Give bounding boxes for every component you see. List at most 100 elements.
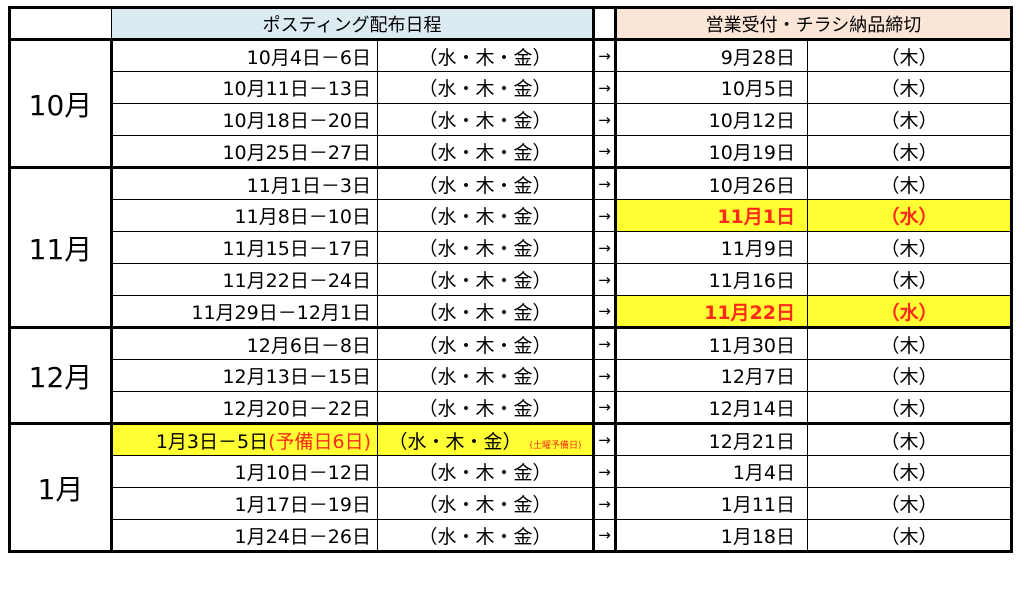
schedule-row: 1月 1月3日－5日(予備日6日) （水・木・金） (土曜予備日) → 12月21日 （木） bbox=[9, 423, 1012, 553]
deadline-date: 12月14日 bbox=[615, 391, 808, 425]
posting-range: 10月4日－6日 bbox=[111, 39, 378, 72]
schedule-row: 12月 12月6日－8日 （水・木・金） → 11月30日 （木） bbox=[9, 327, 1012, 425]
schedule-row: 1月17日－19日 （水・木・金） → 1月11日 （木） bbox=[10, 487, 1012, 520]
schedule-row: 11月 11月1日－3日 （水・木・金） → 10月26日 （木） bbox=[9, 167, 1012, 329]
deadline-weekday: （木） bbox=[807, 39, 1012, 72]
posting-weekdays: （水・木・金） (土曜予備日) bbox=[377, 423, 594, 456]
month-label: 12月 bbox=[9, 327, 113, 425]
posting-range: 1月24日－26日 bbox=[111, 519, 378, 553]
deadline-weekday: （木） bbox=[807, 455, 1012, 488]
schedule-row: 11月8日－10日 （水・木・金） → 11月1日 （水） bbox=[10, 199, 1012, 232]
posting-weekdays: （水・木・金） bbox=[377, 391, 594, 425]
month-label: 11月 bbox=[9, 167, 113, 329]
header-deadline: 営業受付・チラシ納品締切 bbox=[615, 6, 1012, 41]
deadline-weekday: （木） bbox=[807, 327, 1012, 360]
posting-weekdays: （水・木・金） bbox=[377, 103, 594, 136]
schedule-row: 11月22日－24日 （水・木・金） → 11月16日 （木） bbox=[10, 263, 1012, 296]
posting-weekdays-text: （水・木・金） bbox=[418, 78, 552, 100]
arrow-icon: → bbox=[592, 423, 617, 456]
deadline-date: 11月1日 bbox=[615, 199, 808, 232]
header-corner bbox=[9, 6, 112, 41]
deadline-weekday: （木） bbox=[807, 103, 1012, 136]
posting-weekdays-text: （水・木・金） bbox=[418, 238, 552, 260]
schedule-row: 12月20日－22日 （水・木・金） → 12月14日 （木） bbox=[10, 391, 1012, 425]
deadline-date: 1月11日 bbox=[615, 487, 808, 520]
posting-range: 1月3日－5日(予備日6日) bbox=[111, 423, 378, 456]
deadline-weekday: （木） bbox=[807, 167, 1012, 200]
posting-range-text: 11月15日－17日 bbox=[222, 238, 371, 260]
reserve-day-note: (予備日6日) bbox=[268, 430, 371, 453]
schedule-row: 11月29日－12月1日 （水・木・金） → 11月22日 （水） bbox=[10, 295, 1012, 329]
month-label: 10月 bbox=[9, 39, 113, 169]
arrow-icon: → bbox=[592, 519, 617, 553]
arrow-icon: → bbox=[592, 263, 617, 296]
saturday-reserve-note: (土曜予備日) bbox=[529, 440, 582, 451]
posting-weekdays-text: （水・木・金） bbox=[418, 141, 552, 164]
arrow-icon: → bbox=[592, 135, 617, 169]
posting-weekdays-text: （水・木・金） bbox=[418, 366, 552, 388]
posting-range: 12月6日－8日 bbox=[111, 327, 378, 360]
deadline-weekday: （木） bbox=[807, 231, 1012, 264]
posting-weekdays-text: （水・木・金） bbox=[418, 334, 552, 357]
schedule-row: 1月10日－12日 （水・木・金） → 1月4日 （木） bbox=[10, 455, 1012, 488]
posting-range: 1月17日－19日 bbox=[111, 487, 378, 520]
posting-range-text: 1月24日－26日 bbox=[234, 525, 371, 548]
schedule-row: 10月18日－20日 （水・木・金） → 10月12日 （木） bbox=[10, 103, 1012, 136]
posting-weekdays-text: （水・木・金） bbox=[418, 397, 552, 420]
posting-weekdays: （水・木・金） bbox=[377, 327, 594, 360]
deadline-weekday: （木） bbox=[807, 359, 1012, 392]
posting-range: 10月25日－27日 bbox=[111, 135, 378, 169]
arrow-icon: → bbox=[592, 327, 617, 360]
header-arrow-spacer bbox=[592, 6, 617, 41]
posting-range-text: 11月8日－10日 bbox=[234, 206, 371, 228]
arrow-icon: → bbox=[592, 103, 617, 136]
posting-range-text: 1月17日－19日 bbox=[234, 494, 371, 516]
posting-range-text: 12月13日－15日 bbox=[222, 366, 371, 388]
posting-range-text: 11月1日－3日 bbox=[246, 174, 371, 197]
deadline-weekday: （木） bbox=[807, 71, 1012, 104]
deadline-weekday: （木） bbox=[807, 487, 1012, 520]
posting-range-text: 10月25日－27日 bbox=[222, 141, 371, 164]
deadline-weekday: （木） bbox=[807, 135, 1012, 169]
posting-range: 12月13日－15日 bbox=[111, 359, 378, 392]
deadline-weekday: （木） bbox=[807, 391, 1012, 425]
schedule-row: 12月13日－15日 （水・木・金） → 12月7日 （木） bbox=[10, 359, 1012, 392]
posting-weekdays: （水・木・金） bbox=[377, 455, 594, 488]
deadline-weekday: （水） bbox=[807, 295, 1012, 329]
schedule-body: 10月 10月4日－6日 （水・木・金） → 9月28日 （木） 10月11日－13日 （水・… bbox=[9, 39, 1012, 553]
header-row: ポスティング配布日程 営業受付・チラシ納品締切 bbox=[9, 6, 1012, 41]
posting-weekdays: （水・木・金） bbox=[377, 487, 594, 520]
deadline-weekday: （木） bbox=[807, 519, 1012, 553]
arrow-icon: → bbox=[592, 295, 617, 329]
posting-range: 1月10日－12日 bbox=[111, 455, 378, 488]
posting-weekdays: （水・木・金） bbox=[377, 167, 594, 200]
schedule-row: 10月 10月4日－6日 （水・木・金） → 9月28日 （木） bbox=[9, 39, 1012, 169]
deadline-date: 10月19日 bbox=[615, 135, 808, 169]
deadline-date: 1月18日 bbox=[615, 519, 808, 553]
posting-range-text: 10月18日－20日 bbox=[222, 110, 371, 132]
posting-weekdays: （水・木・金） bbox=[377, 135, 594, 169]
deadline-date: 11月16日 bbox=[615, 263, 808, 296]
posting-range: 11月22日－24日 bbox=[111, 263, 378, 296]
posting-weekdays-text: （水・木・金） bbox=[418, 270, 552, 292]
deadline-date: 10月5日 bbox=[615, 71, 808, 104]
arrow-icon: → bbox=[592, 199, 617, 232]
arrow-icon: → bbox=[592, 71, 617, 104]
schedule-row: 10月11日－13日 （水・木・金） → 10月5日 （木） bbox=[10, 71, 1012, 104]
posting-weekdays: （水・木・金） bbox=[377, 295, 594, 329]
arrow-icon: → bbox=[592, 487, 617, 520]
posting-weekdays: （水・木・金） bbox=[377, 519, 594, 553]
posting-weekdays-text: （水・木・金） bbox=[418, 110, 552, 132]
deadline-date: 1月4日 bbox=[615, 455, 808, 488]
posting-range: 11月15日－17日 bbox=[111, 231, 378, 264]
posting-range: 11月1日－3日 bbox=[111, 167, 378, 200]
deadline-date: 10月26日 bbox=[615, 167, 808, 200]
arrow-icon: → bbox=[592, 391, 617, 425]
arrow-icon: → bbox=[592, 39, 617, 72]
posting-weekdays: （水・木・金） bbox=[377, 231, 594, 264]
posting-range-text: 10月4日－6日 bbox=[246, 46, 371, 69]
posting-weekdays-text: （水・木・金） bbox=[418, 462, 552, 484]
posting-range-text: 11月22日－24日 bbox=[222, 270, 371, 292]
deadline-date: 10月12日 bbox=[615, 103, 808, 136]
posting-range: 12月20日－22日 bbox=[111, 391, 378, 425]
